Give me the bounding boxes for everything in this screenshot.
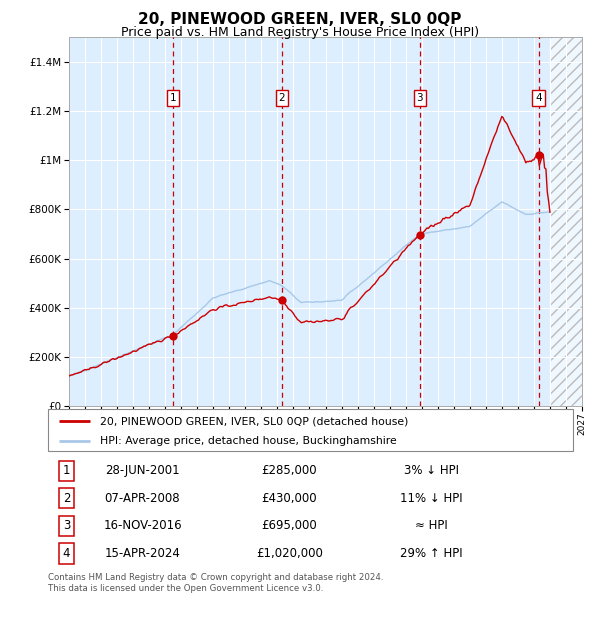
Text: £1,020,000: £1,020,000 xyxy=(256,547,323,560)
Text: 4: 4 xyxy=(62,547,70,560)
Text: 3% ↓ HPI: 3% ↓ HPI xyxy=(404,464,459,477)
Text: 16-NOV-2016: 16-NOV-2016 xyxy=(103,520,182,533)
Text: 15-APR-2024: 15-APR-2024 xyxy=(104,547,181,560)
Bar xyxy=(550,37,590,406)
Text: 2: 2 xyxy=(62,492,70,505)
Text: 11% ↓ HPI: 11% ↓ HPI xyxy=(400,492,463,505)
Text: 2: 2 xyxy=(278,93,285,103)
Text: 3: 3 xyxy=(416,93,423,103)
FancyBboxPatch shape xyxy=(48,409,573,451)
Bar xyxy=(550,37,590,406)
Text: £695,000: £695,000 xyxy=(262,520,317,533)
Text: ≈ HPI: ≈ HPI xyxy=(415,520,448,533)
Text: 29% ↑ HPI: 29% ↑ HPI xyxy=(400,547,463,560)
Text: 1: 1 xyxy=(170,93,176,103)
Text: 3: 3 xyxy=(62,520,70,533)
Text: 28-JUN-2001: 28-JUN-2001 xyxy=(105,464,180,477)
Text: £430,000: £430,000 xyxy=(262,492,317,505)
Text: Price paid vs. HM Land Registry's House Price Index (HPI): Price paid vs. HM Land Registry's House … xyxy=(121,26,479,39)
Text: Contains HM Land Registry data © Crown copyright and database right 2024.
This d: Contains HM Land Registry data © Crown c… xyxy=(48,574,383,593)
Text: HPI: Average price, detached house, Buckinghamshire: HPI: Average price, detached house, Buck… xyxy=(101,436,397,446)
Text: 20, PINEWOOD GREEN, IVER, SL0 0QP (detached house): 20, PINEWOOD GREEN, IVER, SL0 0QP (detac… xyxy=(101,416,409,426)
Text: 4: 4 xyxy=(535,93,542,103)
Text: 07-APR-2008: 07-APR-2008 xyxy=(104,492,181,505)
Text: 20, PINEWOOD GREEN, IVER, SL0 0QP: 20, PINEWOOD GREEN, IVER, SL0 0QP xyxy=(139,12,461,27)
Text: 1: 1 xyxy=(62,464,70,477)
Text: £285,000: £285,000 xyxy=(262,464,317,477)
